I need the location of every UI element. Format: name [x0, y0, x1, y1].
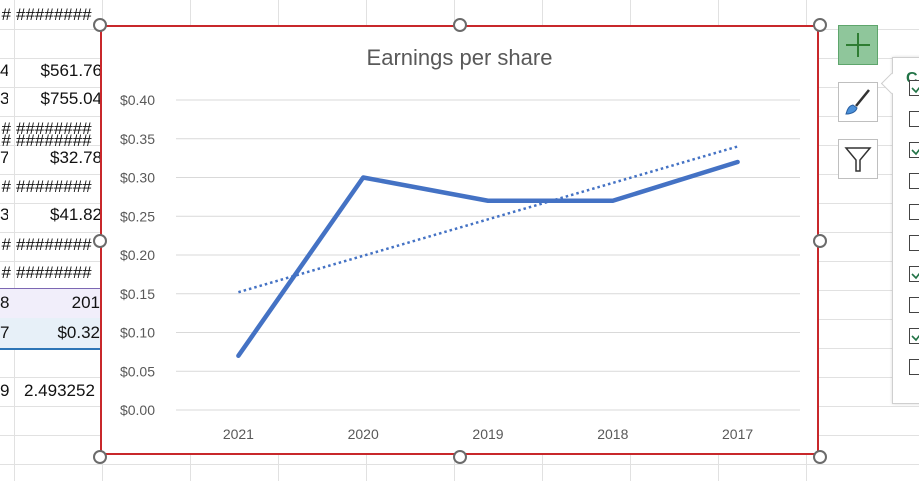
- highlighted-row[interactable]: [0, 288, 102, 320]
- cell[interactable]: ########: [16, 131, 92, 150]
- chart-area[interactable]: Earnings per share $0.40 $0.35 $0.30 $0.25 $…: [100, 25, 819, 455]
- cell[interactable]: #: [1, 119, 11, 138]
- cell[interactable]: #: [1, 177, 11, 196]
- element-checkbox[interactable]: [909, 111, 919, 127]
- y-tick-label: $0.25: [120, 208, 155, 224]
- resize-handle-top-right[interactable]: [813, 18, 827, 32]
- cell[interactable]: 3: [0, 89, 8, 108]
- element-checkbox[interactable]: [909, 235, 919, 251]
- cell[interactable]: ########: [16, 177, 92, 196]
- checkmark-icon: [911, 272, 919, 280]
- x-tick-label: 2019: [472, 426, 503, 442]
- element-checkbox[interactable]: [909, 173, 919, 189]
- resize-handle-bottom[interactable]: [453, 450, 467, 464]
- cell[interactable]: 7: [0, 323, 9, 342]
- y-tick-label: $0.05: [120, 363, 155, 379]
- y-tick-label: $0.10: [120, 325, 155, 341]
- checkmark-icon: [911, 148, 919, 156]
- cell[interactable]: 2.493252: [24, 381, 95, 400]
- cell[interactable]: ########: [16, 263, 92, 282]
- y-tick-label: $0.30: [120, 170, 155, 186]
- plus-icon: [846, 33, 870, 57]
- cell[interactable]: #: [1, 263, 11, 282]
- x-tick-label: 2017: [722, 426, 753, 442]
- series-line: [236, 159, 740, 358]
- y-tick-label: $0.35: [120, 131, 155, 147]
- y-tick-label: $0.40: [120, 92, 155, 108]
- cell[interactable]: 7: [0, 148, 8, 167]
- plot-area[interactable]: $0.40 $0.35 $0.30 $0.25 $0.20 $0.15 $0.10 $0.05…: [102, 27, 817, 453]
- x-tick-label: 2020: [348, 426, 379, 442]
- element-checkbox[interactable]: [909, 80, 919, 96]
- row-divider: [0, 464, 919, 465]
- chart-styles-button[interactable]: [838, 82, 878, 122]
- cell[interactable]: $41.82: [50, 205, 102, 224]
- resize-handle-top-left[interactable]: [93, 18, 107, 32]
- cell[interactable]: $0.32: [57, 323, 100, 342]
- resize-handle-bottom-right[interactable]: [813, 450, 827, 464]
- cell[interactable]: ########: [16, 235, 92, 254]
- cell[interactable]: 201: [71, 293, 100, 312]
- checkmark-icon: [911, 334, 919, 342]
- chart-elements-pane[interactable]: [892, 57, 919, 404]
- chart-filters-button[interactable]: [838, 139, 878, 179]
- resize-handle-bottom-left[interactable]: [93, 450, 107, 464]
- filter-icon: [844, 147, 872, 172]
- checkmark-icon: [911, 86, 919, 94]
- cell[interactable]: 9: [0, 381, 9, 400]
- element-checkbox[interactable]: [909, 359, 919, 375]
- cell[interactable]: $561.76: [40, 61, 102, 80]
- brush-icon: [845, 89, 870, 115]
- element-checkbox[interactable]: [909, 328, 919, 344]
- x-tick-label: 2018: [597, 426, 628, 442]
- resize-handle-right[interactable]: [813, 234, 827, 248]
- cell[interactable]: #: [1, 5, 11, 24]
- x-tick-label: 2021: [223, 426, 254, 442]
- resize-handle-top[interactable]: [453, 18, 467, 32]
- element-checkbox[interactable]: [909, 142, 919, 158]
- pane-title: C: [906, 70, 918, 87]
- cell[interactable]: $32.78: [50, 148, 102, 167]
- cell[interactable]: #: [1, 235, 11, 254]
- element-checkbox[interactable]: [909, 204, 919, 220]
- chart-title[interactable]: Earnings per share: [366, 45, 553, 70]
- element-checkbox[interactable]: [909, 297, 919, 313]
- y-tick-label: $0.15: [120, 286, 155, 302]
- cell[interactable]: ########: [16, 119, 92, 138]
- cell[interactable]: 4: [0, 61, 8, 80]
- element-checkbox[interactable]: [909, 266, 919, 282]
- resize-handle-left[interactable]: [93, 234, 107, 248]
- chart-elements-button[interactable]: [838, 25, 878, 65]
- cell[interactable]: ########: [16, 5, 92, 24]
- y-tick-label: $0.00: [120, 402, 155, 418]
- cell[interactable]: 8: [0, 293, 9, 312]
- column-divider: [14, 0, 15, 481]
- cell[interactable]: 3: [0, 205, 8, 224]
- highlighted-row[interactable]: [0, 318, 102, 350]
- cell[interactable]: $755.04: [40, 89, 102, 108]
- y-tick-label: $0.20: [120, 247, 155, 263]
- cell[interactable]: #: [1, 131, 11, 150]
